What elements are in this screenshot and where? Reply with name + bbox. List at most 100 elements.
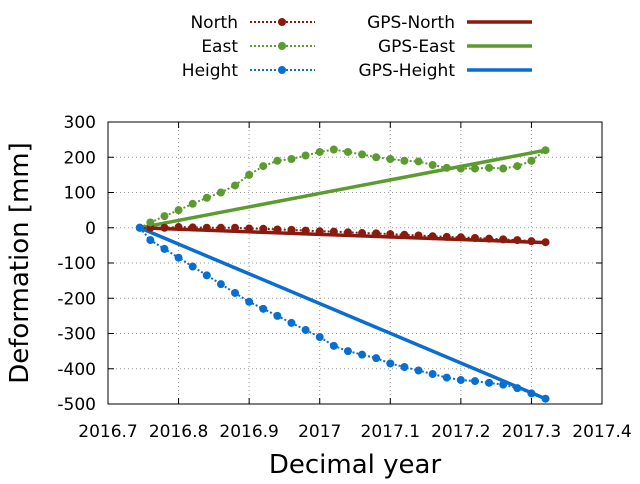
x-axis-label: Decimal year [269,450,442,480]
data-point-north [386,230,395,239]
data-point-north [358,229,367,238]
grid [108,122,602,404]
legend-swatch-marker [278,42,286,50]
data-point-height [174,253,183,262]
data-point-east [160,212,169,221]
data-point-north [245,224,254,233]
y-tick-label: 100 [64,184,96,204]
data-point-height [135,223,144,232]
data-point-north [202,223,211,232]
data-point-east [372,153,381,162]
data-point-height [259,304,268,313]
series-height [135,223,550,403]
data-point-north [216,223,225,232]
data-point-north [400,230,409,239]
data-point-height [216,280,225,289]
data-point-height [301,325,310,334]
data-point-height [470,377,479,386]
legend-label: East [201,37,238,57]
data-point-height [315,333,324,342]
data-point-height [386,359,395,368]
data-point-height [414,366,423,375]
series-line-gps-north [139,226,546,245]
x-tick-label: 2016.7 [78,422,137,442]
data-point-north [499,235,508,244]
data-point-east [400,156,409,165]
y-tick-label: -400 [57,360,96,380]
legend-swatch-marker [278,66,286,74]
data-point-height [188,262,197,271]
y-tick-label: -100 [57,254,96,274]
data-point-height [329,341,338,350]
data-point-height [499,380,508,389]
data-point-height [202,271,211,280]
data-point-north [273,225,282,234]
data-point-east [273,156,282,165]
data-point-east [231,181,240,190]
data-point-height [372,354,381,363]
x-tick-label: 2016.9 [219,422,278,442]
data-point-east [513,162,522,171]
x-tick-label: 2017.3 [502,422,561,442]
data-point-east [456,164,465,173]
series-gps-height [139,226,547,401]
data-point-north [541,238,550,247]
legend-label: GPS-North [367,13,455,33]
data-point-height [541,394,550,403]
data-point-north [188,223,197,232]
series-line-gps-east [139,148,546,230]
data-point-height [343,347,352,356]
data-point-height [442,373,451,382]
data-point-east [146,218,155,227]
data-point-east [301,151,310,160]
series-layer [135,145,550,403]
plot-frame [107,121,603,405]
data-point-height [231,288,240,297]
data-point-east [202,193,211,202]
data-point-east [470,164,479,173]
y-tick-label: 200 [64,148,96,168]
y-tick-label: -300 [57,325,96,345]
data-point-north [259,224,268,233]
series-east [135,145,550,232]
data-point-east [428,161,437,170]
data-point-north [301,226,310,235]
data-point-north [343,228,352,237]
data-point-height [513,384,522,393]
data-point-height [273,311,282,320]
data-point-north [329,227,338,236]
data-point-north [174,223,183,232]
x-tick-label: 2017.1 [361,422,420,442]
data-point-north [513,236,522,245]
ticks: 2016.7 2016.8 2016.9 2017 2017.1 2017.2 2017.3… [57,113,631,442]
legend-label: GPS-East [378,37,455,57]
data-point-east [245,170,254,179]
data-point-east [541,146,550,155]
data-point-east [414,157,423,166]
series-line-gps-height [139,226,547,401]
data-point-north [315,227,324,236]
data-point-north [372,229,381,238]
x-tick-label: 2017.4 [572,422,631,442]
y-tick-label: -500 [57,395,96,415]
data-point-east [485,163,494,172]
data-point-east [216,188,225,197]
series-gps-east [139,148,546,230]
legend-label: GPS-Height [358,61,455,81]
y-axis-label: Deformation [mm] [5,142,35,384]
data-point-height [146,236,155,245]
data-point-height [428,370,437,379]
data-point-east [259,162,268,171]
data-point-east [287,155,296,164]
y-tick-label: -200 [57,289,96,309]
data-point-height [358,350,367,359]
data-point-height [485,378,494,387]
series-gps-north [139,226,546,245]
x-tick-label: 2017.2 [431,422,490,442]
data-point-east [386,155,395,164]
data-point-east [499,164,508,173]
data-point-east [527,156,536,165]
data-point-east [188,199,197,208]
